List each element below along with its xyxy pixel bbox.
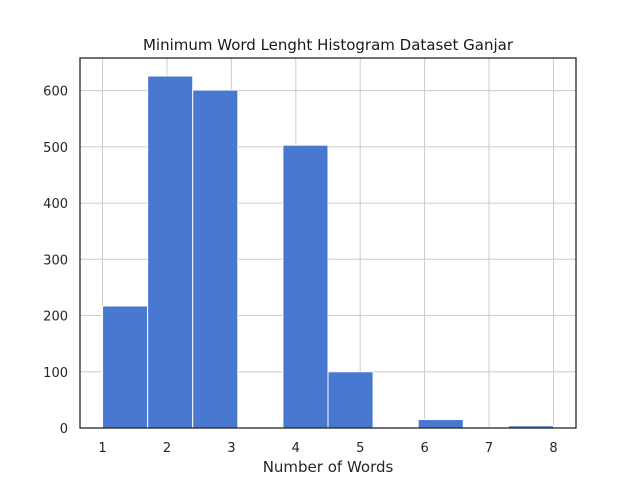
histogram-bar	[327, 371, 374, 429]
histogram-bar	[147, 75, 194, 429]
x-tick-label: 8	[549, 441, 557, 456]
x-axis-label: Number of Words	[263, 458, 394, 476]
y-tick-label: 0	[60, 422, 68, 437]
y-tick-labels: 0 100 200 300 400 500 600	[43, 85, 68, 437]
x-tick-label: 4	[292, 441, 300, 456]
histogram-bar	[192, 89, 239, 429]
x-tick-label: 6	[420, 441, 428, 456]
y-tick-label: 300	[43, 253, 68, 268]
x-tick-label: 2	[163, 441, 171, 456]
x-tick-label: 7	[485, 441, 493, 456]
y-tick-label: 600	[43, 85, 68, 100]
x-tick-label: 3	[227, 441, 235, 456]
y-tick-label: 200	[43, 310, 68, 325]
plot-frame	[79, 57, 577, 429]
y-tick-label: 500	[43, 141, 68, 156]
histogram-bar	[282, 144, 329, 429]
x-tick-label: 5	[356, 441, 364, 456]
bars	[102, 75, 554, 429]
x-tick-label: 1	[98, 441, 106, 456]
y-tick-label: 100	[43, 366, 68, 381]
x-tick-labels: 1 2 3 4 5 6 7 8	[98, 441, 557, 456]
y-tick-label: 400	[43, 197, 68, 212]
chart-title: Minimum Word Lenght Histogram Dataset Ga…	[143, 36, 514, 54]
histogram-bar	[417, 419, 464, 429]
histogram-bar	[102, 305, 149, 429]
